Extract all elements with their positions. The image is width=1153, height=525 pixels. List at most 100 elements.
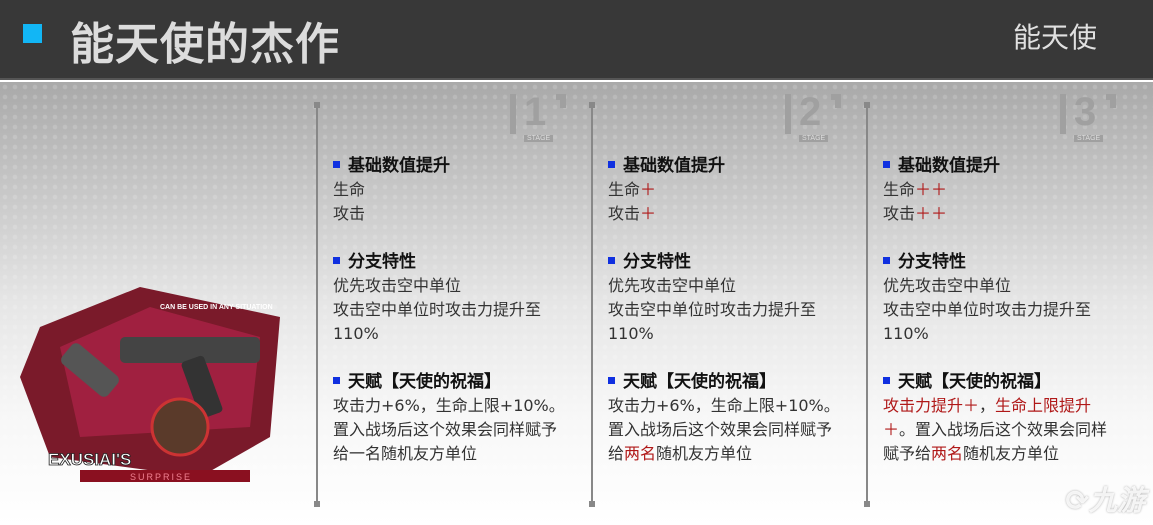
bullet-icon (333, 256, 340, 264)
section: 基础数值提升 生命＋ 攻击＋ (608, 154, 868, 226)
highlight-text: 两名 (624, 444, 657, 463)
stage-column-3: 3 STAGE 基础数值提升 生命＋＋ 攻击＋＋ 分支特性 优先攻击空中单位 攻击空中单位时… (864, 90, 1136, 512)
text-line: 优先攻击空中单位 (333, 274, 593, 298)
text-segment: ， (979, 396, 996, 415)
text-segment: 生命 (883, 180, 916, 199)
column-divider (589, 102, 595, 507)
text-segment: 优先攻击空中单位 (333, 276, 462, 295)
bullet-icon (883, 256, 890, 264)
text-segment: 置入战场后这个效果会同样赋予 (333, 420, 558, 439)
header: 能天使的杰作 能天使 (0, 0, 1153, 80)
section: 分支特性优先攻击空中单位攻击空中单位时攻击力提升至 110% (608, 250, 868, 346)
column-divider (314, 102, 320, 507)
highlight-text: 生命上限提升 (995, 396, 1092, 415)
text-line: 优先攻击空中单位 (608, 274, 868, 298)
section-heading: 基础数值提升 (348, 156, 450, 176)
bullet-icon (333, 376, 340, 384)
text-line: 110% (333, 322, 593, 346)
highlight-text: ＋＋ (915, 180, 948, 199)
text-segment: 110% (333, 324, 379, 343)
text-line: 生命＋＋ (883, 178, 1143, 202)
text-segment: 给一名随机友方单位 (333, 444, 478, 463)
highlight-text: ＋ (640, 180, 657, 199)
text-line: 110% (883, 322, 1143, 346)
text-segment: 攻击 (883, 204, 916, 223)
section: 天赋【天使的祝福】 攻击力提升＋，生命上限提升 ＋。置入战场后这个效果会同样 赋予给两… (883, 370, 1143, 466)
title-accent-square (23, 24, 42, 43)
section: 基础数值提升 生命＋＋ 攻击＋＋ (883, 154, 1143, 226)
text-segment: 攻击 (608, 204, 641, 223)
text-line: 攻击力+6%，生命上限+10%。 (608, 394, 868, 418)
text-segment: 。置入战场后这个效果会同样 (899, 420, 1108, 439)
text-segment: 随机友方单位 (963, 444, 1060, 463)
watermark-logo: ⟳九游 (1065, 484, 1145, 517)
text-line: 攻击空中单位时攻击力提升至 (608, 298, 868, 322)
bullet-icon (883, 376, 890, 384)
text-segment: 优先攻击空中单位 (883, 276, 1012, 295)
text-segment: 随机友方单位 (656, 444, 753, 463)
column-divider (864, 102, 870, 507)
text-segment: 攻击力+6%，生命上限+10%。 (608, 396, 840, 415)
stage-column-2: 2 STAGE 基础数值提升 生命＋ 攻击＋ 分支特性 优先攻击空中单位 攻击空中单位时攻击… (589, 90, 861, 512)
section-heading: 天赋【天使的祝福】 (623, 372, 776, 392)
text-line: 生命＋ (608, 178, 868, 202)
bullet-icon (333, 160, 340, 168)
text-line: 攻击力提升＋，生命上限提升 (883, 394, 1143, 418)
bullet-icon (883, 160, 890, 168)
content-area: CAN BE USED IN ANY SITUATION EXUSIAI'S S… (0, 82, 1153, 525)
stage-badge: 2 STAGE (785, 90, 841, 142)
text-segment: 置入战场后这个效果会同样赋予 (608, 420, 833, 439)
text-segment: 优先攻击空中单位 (608, 276, 737, 295)
section-heading: 分支特性 (623, 252, 691, 272)
section: 分支特性优先攻击空中单位攻击空中单位时攻击力提升至 110% (883, 250, 1143, 346)
text-line: ＋。置入战场后这个效果会同样 (883, 418, 1143, 442)
text-line: 生命 (333, 178, 593, 202)
text-line: 攻击空中单位时攻击力提升至 (333, 298, 593, 322)
text-line: 110% (608, 322, 868, 346)
section-heading: 分支特性 (898, 252, 966, 272)
section-heading: 基础数值提升 (898, 156, 1000, 176)
text-line: 攻击空中单位时攻击力提升至 (883, 298, 1143, 322)
section-heading: 天赋【天使的祝福】 (348, 372, 501, 392)
stage-column-1: 1 STAGE 基础数值提升 生命 攻击 分支特性 优先攻击空中单位 攻击空中单位时攻击力提… (314, 90, 586, 512)
text-line: 置入战场后这个效果会同样赋予 (608, 418, 868, 442)
text-segment: 给 (608, 444, 625, 463)
section-heading: 基础数值提升 (623, 156, 725, 176)
text-line: 置入战场后这个效果会同样赋予 (333, 418, 593, 442)
highlight-text: 两名 (931, 444, 964, 463)
stage-label: STAGE (524, 135, 554, 142)
highlight-text: 攻击力提升＋ (883, 396, 980, 415)
stage-badge: 1 STAGE (510, 90, 566, 142)
section: 天赋【天使的祝福】 攻击力+6%，生命上限+10%。 置入战场后这个效果会同样赋予给… (608, 370, 868, 466)
text-segment: 生命 (608, 180, 641, 199)
text-segment: 110% (608, 324, 654, 343)
stage-number: 3 (1074, 90, 1097, 134)
bullet-icon (608, 376, 615, 384)
art-name: EXUSIAI'S (48, 450, 131, 469)
highlight-text: ＋＋ (915, 204, 948, 223)
section-heading: 天赋【天使的祝福】 (898, 372, 1051, 392)
text-segment: 110% (883, 324, 929, 343)
text-segment: 赋予给 (883, 444, 932, 463)
art-subtitle: SURPRISE (130, 472, 192, 482)
operator-name: 能天使 (1012, 21, 1097, 54)
page-title: 能天使的杰作 (70, 19, 340, 70)
text-line: 攻击＋＋ (883, 202, 1143, 226)
text-line: 攻击 (333, 202, 593, 226)
stage-badge: 3 STAGE (1060, 90, 1116, 142)
bullet-icon (608, 256, 615, 264)
stage-label: STAGE (1074, 135, 1104, 142)
text-line: 攻击力+6%，生命上限+10%。 (333, 394, 593, 418)
text-line: 给一名随机友方单位 (333, 442, 593, 466)
text-segment: 攻击空中单位时攻击力提升至 (608, 300, 817, 319)
section: 基础数值提升 生命 攻击 (333, 154, 593, 226)
stage-number: 1 (524, 90, 547, 134)
text-segment: 攻击空中单位时攻击力提升至 (883, 300, 1092, 319)
highlight-text: ＋ (883, 420, 900, 439)
art-tagline: CAN BE USED IN ANY SITUATION (160, 304, 273, 311)
section-heading: 分支特性 (348, 252, 416, 272)
highlight-text: ＋ (640, 204, 657, 223)
text-line: 优先攻击空中单位 (883, 274, 1143, 298)
text-line: 给两名随机友方单位 (608, 442, 868, 466)
section: 分支特性优先攻击空中单位攻击空中单位时攻击力提升至 110% (333, 250, 593, 346)
